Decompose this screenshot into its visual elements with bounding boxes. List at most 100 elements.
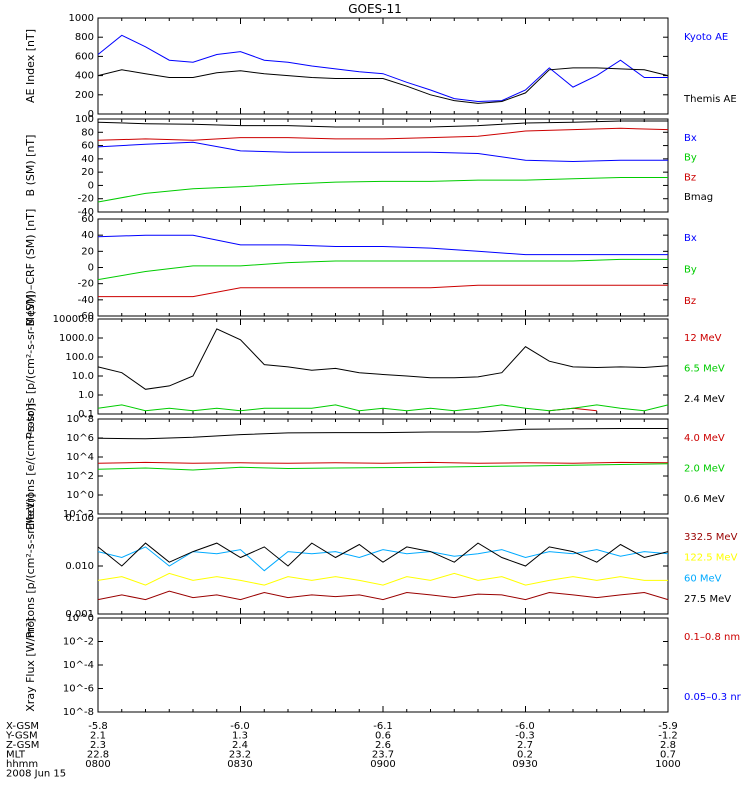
y-tick-label: 0.001: [65, 609, 94, 620]
panel-1: 1000 800 600 400 200 0 AE Index [nT] Kyoto AE Th…: [24, 13, 737, 120]
y-tick-label: 80: [81, 127, 94, 138]
ephem-row-label: Z-GSM: [6, 740, 39, 751]
legend-entry: Bx: [684, 233, 697, 244]
y-tick-label: -20: [78, 194, 94, 205]
y-axis-label: Protons [p/(cm²-s-sr-MeV)]: [24, 294, 37, 439]
panel-7: 10^0 10^-2 10^-4 10^-6 10^-8 Xray Flux [W/m²]…: [24, 613, 742, 718]
series-line-1: [97, 590, 669, 601]
legend-entry: 4.0 MeV: [684, 433, 725, 444]
y-tick-label: 1000: [69, 13, 94, 24]
ephem-value: -6.0: [230, 721, 250, 732]
legend-entry: 2.4 MeV: [684, 394, 725, 405]
ephem-value: 0900: [370, 759, 395, 770]
series-line-4: [97, 542, 669, 567]
legend-entry: 332.5 MeV: [684, 532, 738, 543]
ephem-value: 1000: [655, 759, 680, 770]
ephem-value: 0830: [227, 759, 252, 770]
y-tick-label: 10^-8: [63, 707, 94, 718]
y-tick-label: 1.0: [78, 390, 94, 401]
legend-entry: 0.1–0.8 nm: [684, 632, 740, 643]
plot-frame: [97, 318, 669, 415]
y-tick-label: 10^0: [67, 613, 94, 624]
y-tick-label: 10^8: [67, 414, 94, 425]
ephem-value: 0930: [512, 759, 537, 770]
ephem-value: 2.4: [232, 740, 248, 751]
ephem-value: 2.1: [90, 731, 106, 742]
y-tick-label: 10^6: [67, 433, 94, 444]
y-tick-label: 10^-6: [63, 684, 94, 695]
series-line-2: [97, 572, 668, 586]
y-tick-label: 800: [75, 32, 94, 43]
y-tick-label: 10^4: [67, 452, 94, 463]
legend-entry: Bmag: [684, 192, 713, 203]
y-tick-label: 0.1: [78, 409, 94, 420]
y-tick-label: 100.0: [65, 352, 94, 363]
y-tick-label: 1000.0: [59, 333, 94, 344]
ephem-value: 2.7: [517, 740, 533, 751]
y-axis-label: AE Index [nT]: [24, 29, 37, 103]
ephem-value: 22.8: [87, 750, 109, 761]
y-tick-label: 100: [75, 114, 94, 125]
y-tick-label: 0.010: [65, 561, 94, 572]
series-line-3: [98, 284, 668, 298]
ephem-value: -1.2: [658, 731, 678, 742]
plot-frame: [97, 418, 669, 515]
y-tick-label: 400: [75, 71, 94, 82]
legend-entry: Bz: [684, 172, 696, 183]
panel-5: 10^8 10^6 10^4 10^2 10^0 10^-2 Electrons [e/(c…: [24, 403, 725, 530]
panel-2: 100 80 60 40 20 0 -20 -40 B (SM) [nT] Bx By Bz Bmag: [24, 114, 713, 218]
y-axis-label: Electrons [e/(cm²-s-sr)]: [24, 403, 37, 530]
y-tick-label: 10^-2: [63, 509, 94, 520]
legend-entry: 0.05–0.3 nr: [684, 692, 742, 703]
y-tick-label: 10^0: [67, 490, 94, 501]
legend-entry: 6.5 MeV: [684, 364, 725, 375]
y-axis-label: B (SM)–CRF (SM) [nT]: [24, 209, 37, 327]
ephem-value: 0800: [85, 759, 110, 770]
legend-entry: By: [684, 265, 697, 276]
ephem-value: 1.3: [232, 731, 248, 742]
y-tick-label: -40: [78, 207, 94, 218]
series-line-2: [97, 67, 669, 104]
y-tick-label: 10.0: [72, 371, 94, 382]
y-axis-label: B (SM) [nT]: [24, 135, 37, 197]
date-label: 2008 Jun 15: [6, 769, 66, 780]
ephem-value: -5.9: [658, 721, 678, 732]
panel-4: 10000.0 1000.0 100.0 10.0 1.0 0.1 Protons [p/(…: [24, 294, 725, 439]
y-tick-label: 20: [81, 246, 94, 257]
y-tick-label: -20: [78, 279, 94, 290]
ephem-value: 0.6: [375, 731, 391, 742]
y-tick-label: 200: [75, 90, 94, 101]
plot-frame: [97, 617, 669, 713]
y-tick-label: 0: [88, 263, 94, 274]
series-line-2: [97, 404, 669, 412]
series-line-3: [97, 546, 669, 572]
ephem-value: -0.3: [515, 731, 535, 742]
legend-entry: Kyoto AE: [684, 32, 728, 43]
series-line-1: [97, 34, 668, 103]
panel-6: 0.100 0.010 0.001 Protons [p/(cm²-s-sr-MeV)…: [24, 494, 738, 639]
series-line-1: [97, 234, 668, 256]
ephem-value: 0.2: [517, 750, 533, 761]
legend-entry: 27.5 MeV: [684, 594, 731, 605]
ephem-row-label: hhmm: [6, 759, 38, 770]
plot-frame: [97, 17, 669, 115]
series-line-1: [97, 141, 668, 163]
y-tick-label: 10000.0: [53, 314, 94, 325]
ephemeris-footer: X-GSM -5.8 -6.0 -6.1 -6.0 -5.9 Y-GSM 2.1 1.3 0.6 -…: [5, 721, 681, 780]
y-tick-label: 40: [81, 230, 94, 241]
y-tick-label: 600: [75, 51, 94, 62]
series-line-2: [97, 463, 669, 471]
ephem-value: -6.1: [373, 721, 393, 732]
y-tick-label: 0.100: [65, 513, 94, 524]
ephem-value: 23.7: [372, 750, 394, 761]
series-line-3: [97, 127, 669, 141]
legend-entry: 12 MeV: [684, 333, 722, 344]
ephem-value: 2.3: [90, 740, 106, 751]
y-tick-label: 10^2: [67, 471, 94, 482]
legend-entry: 2.0 MeV: [684, 464, 725, 475]
ephem-row-label: X-GSM: [6, 721, 39, 732]
y-tick-label: 0: [88, 180, 94, 191]
plot-title: GOES-11: [348, 2, 402, 16]
series-line-1: [97, 461, 669, 464]
